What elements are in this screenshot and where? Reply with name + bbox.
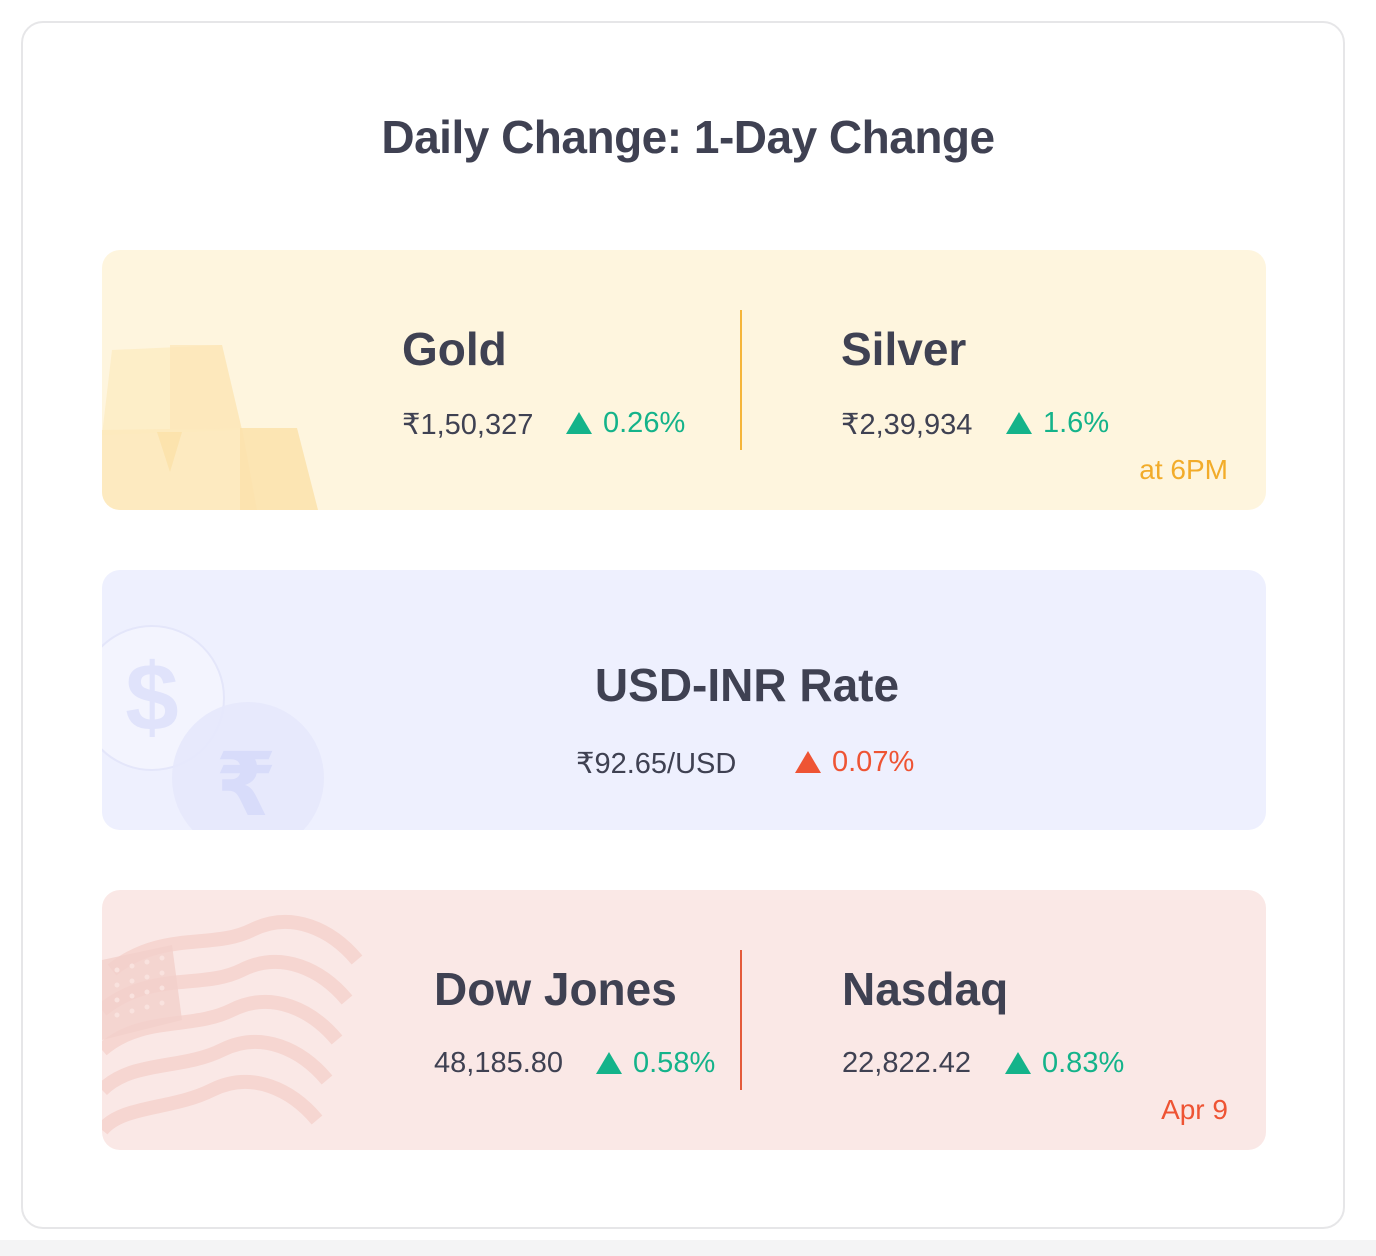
gold-change: 0.26% [566,407,685,440]
gold-price: ₹1,50,327 [402,409,534,441]
silver-change-value: 1.6% [1043,407,1110,439]
silver-price: ₹2,39,934 [841,409,973,441]
gold-bars-icon [102,345,318,510]
nasdaq-label: Nasdaq [842,963,1009,1015]
gold-label: Gold [402,323,507,375]
silver-label: Silver [841,323,967,375]
page-title: Daily Change: 1-Day Change [381,111,995,163]
usd-inr-label: USD-INR Rate [594,659,900,711]
nasdaq-value: 22,822.42 [842,1047,972,1079]
silver-change: 1.6% [1006,407,1109,440]
indices-panel[interactable]: Dow Jones 48,185.80 0.58% Nasdaq 22,822.… [102,890,1266,1150]
commodities-timestamp: at 6PM [1139,454,1228,485]
usd-inr-value: ₹92.65/USD [576,748,737,780]
gold-change-value: 0.26% [603,407,686,439]
dow-jones-value: 48,185.80 [434,1047,564,1079]
commodities-divider [740,310,742,450]
page-footer-strip [0,1240,1376,1256]
usd-inr-change: 0.07% [795,746,914,779]
dow-jones-change-value: 0.58% [633,1047,716,1079]
arrow-up-icon [795,750,821,773]
indices-divider [740,950,742,1090]
svg-text:₹: ₹ [215,733,276,830]
svg-text:$: $ [125,644,178,751]
arrow-up-icon [596,1051,622,1074]
commodities-panel[interactable]: Gold ₹1,50,327 0.26% Silver ₹2,39,934 1.… [102,250,1266,510]
arrow-up-icon [1005,1051,1031,1074]
arrow-up-icon [566,411,592,434]
arrow-up-icon [1006,411,1032,434]
nasdaq-change-value: 0.83% [1042,1047,1125,1079]
usd-inr-change-value: 0.07% [832,746,915,778]
indices-timestamp: Apr 9 [1161,1094,1228,1125]
currency-panel[interactable]: $ ₹ USD-INR Rate ₹92.65/USD 0.07% [102,570,1266,830]
dow-jones-change: 0.58% [596,1047,715,1080]
nasdaq-change: 0.83% [1005,1047,1124,1080]
us-flag-icon [102,915,363,1135]
dow-jones-label: Dow Jones [434,963,677,1015]
dollar-rupee-coins-icon: $ ₹ [102,625,324,830]
